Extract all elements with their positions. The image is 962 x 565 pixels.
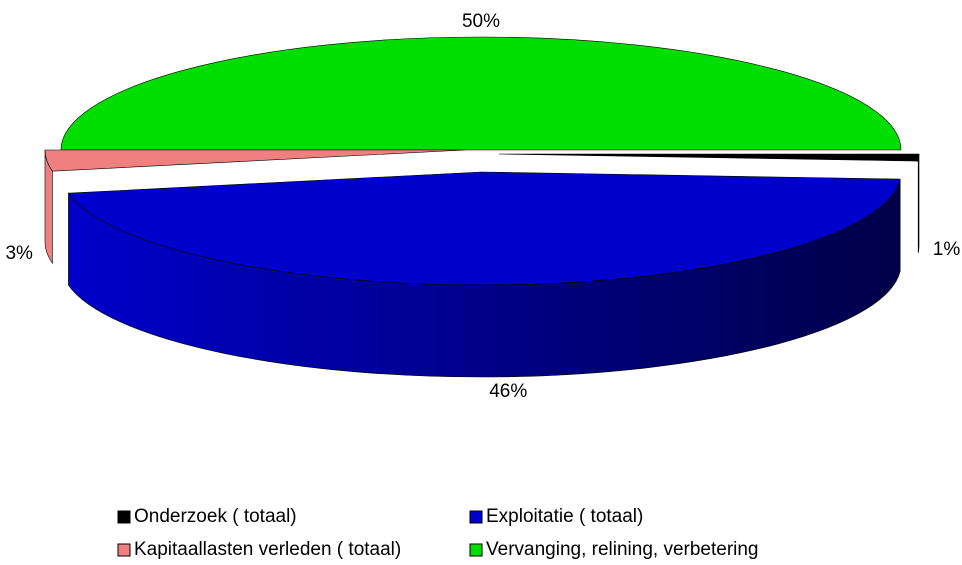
legend-swatch (469, 510, 483, 524)
legend-swatch (117, 510, 131, 524)
legend-swatch (117, 543, 131, 557)
slice (60, 36, 902, 151)
legend-label: Kapitaallasten verleden ( totaal) (134, 539, 401, 560)
data-label: 1% (933, 239, 961, 260)
legend-label: Onderzoek ( totaal) (134, 506, 297, 527)
slice (44, 149, 466, 172)
legend-swatch (469, 543, 483, 557)
data-label: 3% (5, 243, 33, 264)
slice-side (917, 153, 920, 254)
data-label: 50% (462, 11, 500, 32)
data-label: 46% (489, 381, 527, 402)
slice (67, 171, 901, 286)
legend-label: Vervanging, relining, verbetering (486, 539, 759, 560)
legend-label: Exploitatie ( totaal) (486, 506, 643, 527)
slice (498, 153, 920, 162)
